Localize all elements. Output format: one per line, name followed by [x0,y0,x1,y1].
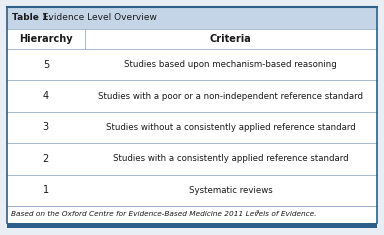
Text: Table 1.: Table 1. [12,13,51,23]
Text: a: a [256,209,260,214]
Text: 4: 4 [43,91,49,101]
Text: Studies with a poor or a non-independent reference standard: Studies with a poor or a non-independent… [98,92,363,101]
Text: 1: 1 [43,185,49,195]
Bar [7,7,377,29]
Text: Based on the Oxford Centre for Evidence-Based Medicine 2011 Levels of Evidence.: Based on the Oxford Centre for Evidence-… [11,212,316,218]
Text: Evidence Level Overview: Evidence Level Overview [40,13,157,23]
Bar [7,223,377,228]
Text: Systematic reviews: Systematic reviews [189,186,273,195]
Text: Studies based upon mechanism-based reasoning: Studies based upon mechanism-based reaso… [124,60,337,69]
Text: Hierarchy: Hierarchy [19,34,73,44]
Text: Criteria: Criteria [210,34,252,44]
Text: Studies with a consistently applied reference standard: Studies with a consistently applied refe… [113,154,349,163]
Text: 2: 2 [43,154,49,164]
Text: 3: 3 [43,122,49,133]
Text: 5: 5 [43,60,49,70]
Bar [7,29,377,223]
Bar [7,206,377,223]
Text: Studies without a consistently applied reference standard: Studies without a consistently applied r… [106,123,356,132]
